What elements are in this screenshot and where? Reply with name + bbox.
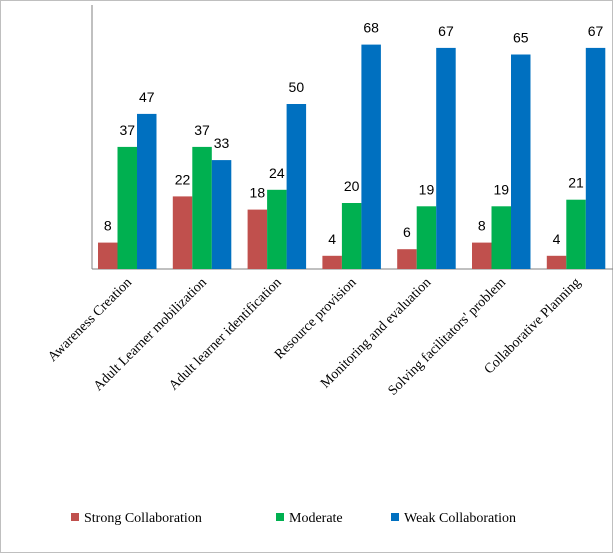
data-label: 65 (513, 30, 529, 46)
bar-strong-collaboration-3 (322, 255, 342, 269)
data-label: 8 (478, 218, 486, 234)
data-label: 19 (493, 181, 509, 197)
legend-label: Weak Collaboration (404, 511, 516, 526)
data-label: 21 (568, 175, 584, 191)
legend-label: Moderate (289, 511, 343, 526)
bar-strong-collaboration-2 (247, 209, 268, 269)
data-label: 68 (363, 20, 379, 36)
bar-weak-collaboration-1 (211, 160, 232, 269)
data-label: 20 (344, 178, 360, 194)
bar-weak-collaboration-0 (137, 113, 157, 270)
data-label: 4 (328, 231, 336, 247)
category-label: Awareness Creation (45, 275, 135, 365)
bars-group (98, 44, 606, 270)
bar-weak-collaboration-3 (361, 44, 381, 269)
data-label: 47 (139, 89, 155, 105)
data-label: 19 (419, 181, 435, 197)
bar-strong-collaboration-0 (98, 242, 118, 269)
data-label: 33 (214, 135, 230, 151)
bar-moderate-3 (341, 203, 362, 269)
bar-strong-collaboration-4 (397, 249, 417, 269)
data-label: 50 (289, 79, 305, 95)
bar-weak-collaboration-6 (585, 47, 606, 270)
bar-moderate-4 (416, 206, 437, 269)
data-label: 37 (194, 122, 210, 138)
legend: Strong Collaboration Moderate Weak Collabo… (71, 511, 516, 526)
legend-swatch (71, 513, 79, 521)
bar-weak-collaboration-4 (436, 47, 456, 270)
data-label: 6 (403, 224, 411, 240)
bar-strong-collaboration-6 (546, 255, 567, 269)
data-label: 37 (119, 122, 135, 138)
bar-moderate-2 (267, 189, 287, 269)
data-label: 4 (553, 231, 561, 247)
bar-moderate-5 (491, 206, 511, 269)
data-label: 8 (104, 218, 112, 234)
category-label: Resource provision (272, 275, 359, 362)
data-label: 67 (588, 23, 604, 39)
bar-weak-collaboration-5 (511, 54, 531, 269)
data-label: 24 (269, 165, 285, 181)
legend-swatch (276, 513, 284, 521)
bar-strong-collaboration-5 (472, 242, 492, 269)
bar-strong-collaboration-1 (172, 196, 193, 269)
data-label: 67 (438, 23, 454, 39)
bar-moderate-6 (566, 199, 586, 269)
bar-moderate-1 (192, 146, 212, 269)
bar-weak-collaboration-2 (286, 104, 307, 269)
legend-label: Strong Collaboration (84, 511, 202, 526)
data-label: 22 (175, 171, 191, 187)
bar-moderate-0 (117, 146, 137, 269)
data-label: 18 (250, 185, 266, 201)
legend-swatch (391, 513, 399, 521)
